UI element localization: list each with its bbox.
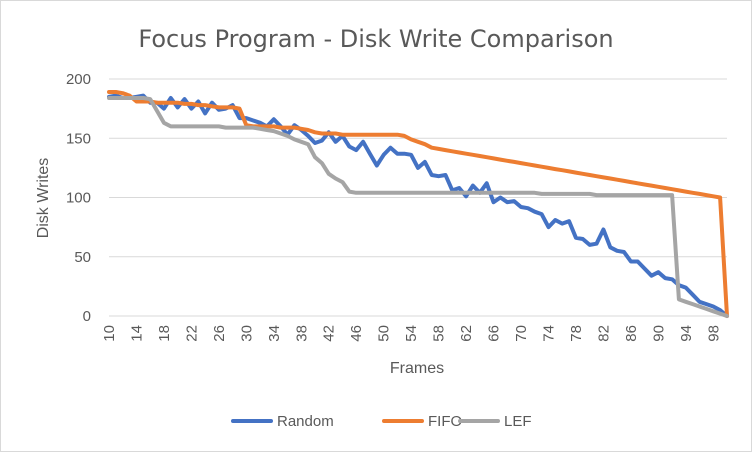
x-axis-title: Frames <box>390 360 444 377</box>
y-tick-labels: 0 50 100 150 200 <box>66 71 91 325</box>
gridlines <box>109 78 727 317</box>
x-tick-label: 86 <box>623 325 640 342</box>
series-line-lef <box>107 96 729 318</box>
x-tick-label: 26 <box>211 325 228 342</box>
x-tick-label: 70 <box>513 325 530 342</box>
x-tick-label: 14 <box>128 325 145 342</box>
x-tick-label: 78 <box>568 325 585 342</box>
legend-label: FIFO <box>428 413 462 430</box>
x-tick-label: 66 <box>486 325 503 342</box>
y-tick-label: 150 <box>66 130 91 147</box>
x-tick-label: 58 <box>431 325 448 342</box>
x-tick-label: 74 <box>540 325 557 342</box>
x-tick-label: 10 <box>101 325 118 342</box>
y-tick-label: 0 <box>83 308 91 325</box>
legend: Random FIFO LEF <box>231 413 532 430</box>
x-tick-label: 18 <box>156 325 173 342</box>
legend-label: LEF <box>504 413 532 430</box>
x-tick-label: 46 <box>348 325 365 342</box>
x-tick-label: 42 <box>321 325 338 342</box>
y-tick-label: 50 <box>74 249 91 266</box>
y-tick-label: 100 <box>66 190 91 207</box>
x-tick-label: 50 <box>376 325 393 342</box>
x-tick-label: 94 <box>678 325 695 342</box>
x-tick-label: 98 <box>705 325 722 342</box>
series-line-random <box>107 93 729 318</box>
x-tick-label: 34 <box>266 325 283 342</box>
x-tick-label: 38 <box>293 325 310 342</box>
x-tick-label: 82 <box>595 325 612 342</box>
x-tick-label: 54 <box>403 325 420 342</box>
legend-label: Random <box>277 413 334 430</box>
x-tick-label: 62 <box>458 325 475 342</box>
series-lines <box>107 90 729 318</box>
chart-title: Focus Program - Disk Write Comparison <box>138 25 613 53</box>
y-axis-title: Disk Writes <box>35 158 52 239</box>
x-tick-label: 22 <box>183 325 200 342</box>
x-tick-label: 90 <box>650 325 667 342</box>
y-tick-label: 200 <box>66 71 91 88</box>
series-line-fifo <box>107 90 729 318</box>
x-tick-label: 30 <box>238 325 255 342</box>
x-tick-labels: 10 14 18 22 26 30 34 38 42 46 50 54 58 62 66 70 74 78 82 86… <box>101 325 722 342</box>
